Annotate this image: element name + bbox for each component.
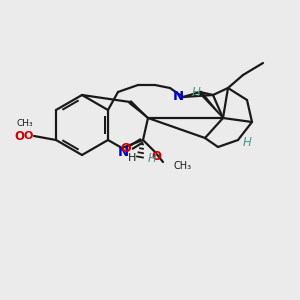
Polygon shape (199, 91, 223, 118)
Text: N: N (117, 146, 129, 158)
Text: N: N (172, 89, 184, 103)
Text: CH₃: CH₃ (173, 161, 191, 171)
Text: O: O (14, 130, 24, 142)
Text: O: O (24, 131, 33, 141)
Text: O: O (151, 151, 161, 164)
Text: H: H (128, 153, 136, 163)
Text: CH₃: CH₃ (17, 119, 33, 128)
Text: O: O (121, 142, 131, 154)
Text: H: H (243, 136, 252, 148)
Text: H: H (148, 152, 157, 166)
Text: H: H (192, 85, 200, 98)
Polygon shape (129, 101, 148, 118)
